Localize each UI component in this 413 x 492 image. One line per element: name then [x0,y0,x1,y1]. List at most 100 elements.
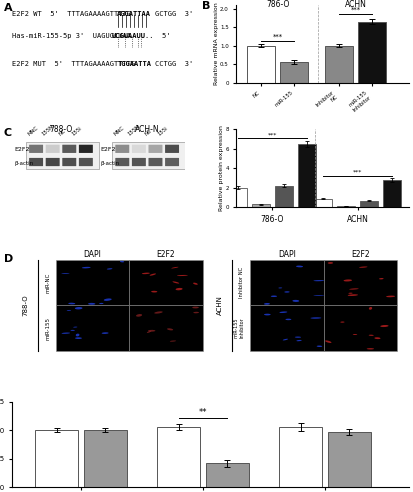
FancyBboxPatch shape [46,145,59,153]
Text: C: C [4,128,12,138]
Text: ***: *** [268,132,277,137]
Bar [358,22,386,83]
Bar [279,428,322,487]
Text: E2F2 WT  5'  TTTAGAAAAGTTTTG: E2F2 WT 5' TTTAGAAAAGTTTTG [12,11,131,17]
Ellipse shape [295,337,301,338]
Ellipse shape [73,327,77,328]
Text: AGGATTAA: AGGATTAA [117,11,151,17]
Ellipse shape [344,279,352,281]
Text: 788-O: 788-O [22,295,28,316]
FancyBboxPatch shape [165,158,179,166]
Ellipse shape [147,331,152,333]
Text: miR-155: miR-155 [45,316,50,339]
Text: ***: *** [273,34,283,40]
Ellipse shape [176,288,183,290]
FancyBboxPatch shape [149,145,162,153]
Ellipse shape [88,303,95,305]
Ellipse shape [167,328,173,331]
Text: ***: *** [350,7,361,13]
Ellipse shape [380,325,389,327]
Ellipse shape [374,338,380,339]
Ellipse shape [317,345,322,347]
Ellipse shape [296,266,303,267]
Ellipse shape [285,319,291,320]
Ellipse shape [292,300,299,302]
Bar [328,432,371,487]
Ellipse shape [369,335,374,336]
Ellipse shape [177,275,188,276]
Bar [252,204,270,207]
Ellipse shape [325,340,332,343]
Text: TGGAATTA: TGGAATTA [118,61,152,67]
Text: E2F2 MUT  5'  TTTAGAAAAGTTTTG: E2F2 MUT 5' TTTAGAAAAGTTTTG [12,61,135,67]
Bar [250,306,324,351]
Y-axis label: Relative mRNA expression: Relative mRNA expression [214,2,219,85]
Ellipse shape [120,261,124,262]
Bar [324,260,397,306]
Ellipse shape [359,267,368,268]
Text: D: D [5,254,14,264]
Text: E2F2: E2F2 [157,250,176,259]
Ellipse shape [367,348,374,349]
Ellipse shape [107,268,112,270]
Text: GCTGG  3': GCTGG 3' [155,11,194,17]
Text: E2F2: E2F2 [14,147,30,152]
Ellipse shape [297,340,302,341]
Bar [324,306,397,351]
Text: A: A [4,3,12,13]
Text: **: ** [199,407,207,417]
Ellipse shape [340,321,344,323]
Ellipse shape [369,307,372,310]
Text: 155M: 155M [127,123,141,137]
Text: ACH-N: ACH-N [135,125,159,134]
FancyBboxPatch shape [132,158,146,166]
FancyBboxPatch shape [29,145,43,153]
Ellipse shape [154,311,163,313]
Ellipse shape [150,274,156,276]
Ellipse shape [173,281,179,283]
Text: β-actin: β-actin [14,161,33,166]
Bar [56,260,129,306]
Text: NC: NC [144,128,153,137]
Ellipse shape [75,338,82,339]
FancyBboxPatch shape [62,158,76,166]
Ellipse shape [171,267,178,269]
Ellipse shape [193,283,198,285]
Text: 786-O: 786-O [266,0,290,9]
Bar [275,185,293,207]
Ellipse shape [348,294,358,296]
Ellipse shape [192,307,199,308]
Y-axis label: Relative protein expression: Relative protein expression [219,125,224,211]
Text: 155i: 155i [71,125,83,137]
Text: MNC: MNC [27,125,39,137]
Bar [157,428,200,487]
Text: 155i: 155i [157,125,169,137]
Bar [84,430,127,487]
FancyBboxPatch shape [115,158,129,166]
Bar [112,142,185,169]
Text: 155M: 155M [40,123,55,137]
Ellipse shape [264,314,271,315]
Bar [129,260,203,306]
Ellipse shape [151,291,157,292]
FancyBboxPatch shape [29,158,43,166]
Text: Inhibitor NC: Inhibitor NC [239,267,244,298]
Ellipse shape [148,330,155,332]
FancyBboxPatch shape [79,145,93,153]
Text: miR-155
Inhibitor: miR-155 Inhibitor [233,318,244,338]
Text: MNC: MNC [113,125,126,137]
Ellipse shape [353,334,357,335]
Bar [325,46,353,83]
Ellipse shape [311,317,321,319]
Bar [280,62,308,83]
Ellipse shape [62,333,70,334]
Text: NC: NC [58,128,67,137]
Text: B: B [202,1,210,11]
Text: E2F2: E2F2 [100,147,116,152]
Ellipse shape [170,340,176,341]
Bar [298,144,316,207]
FancyBboxPatch shape [132,145,146,153]
Text: β-actin: β-actin [100,161,119,166]
Ellipse shape [62,273,69,274]
Bar [35,430,78,487]
